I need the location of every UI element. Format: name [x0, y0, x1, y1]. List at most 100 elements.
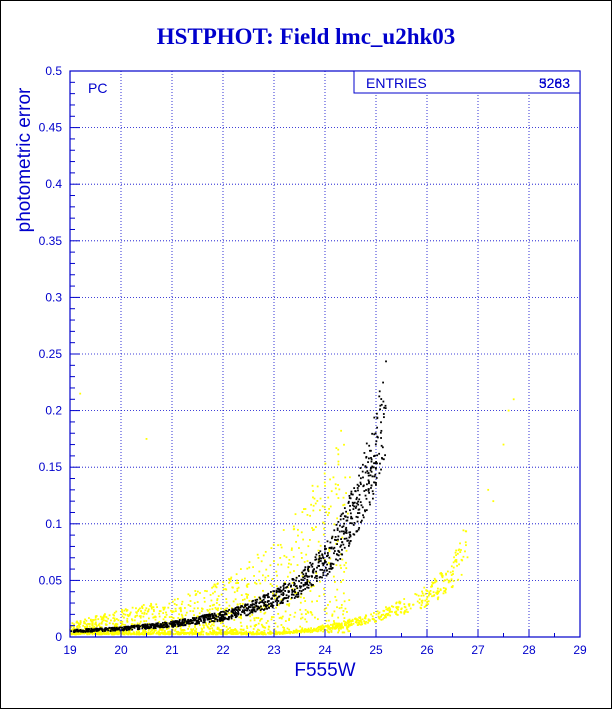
yellow-point — [262, 554, 265, 557]
yellow-point — [130, 632, 133, 635]
yellow-point — [345, 567, 348, 570]
yellow-point — [338, 623, 341, 626]
black-point — [333, 529, 336, 532]
yellow-point — [225, 607, 228, 610]
yellow-point — [104, 632, 107, 635]
black-point — [80, 629, 82, 632]
yellow-point — [225, 610, 228, 613]
yellow-point — [210, 631, 213, 634]
yellow-point — [96, 633, 99, 635]
black-point — [184, 618, 187, 621]
black-point — [354, 490, 357, 492]
yellow-point — [337, 448, 340, 451]
black-point — [107, 629, 110, 632]
yellow-point — [380, 615, 383, 618]
yellow-point — [206, 608, 209, 611]
yellow-point — [286, 603, 288, 606]
black-point — [265, 594, 268, 597]
yellow-point — [217, 595, 220, 597]
black-point — [174, 624, 177, 627]
yellow-point — [171, 628, 174, 631]
black-point — [196, 622, 199, 625]
black-point — [378, 395, 381, 398]
yellow-point — [502, 443, 505, 446]
yellow-point — [292, 631, 295, 634]
yellow-point — [206, 590, 208, 593]
black-point — [351, 504, 354, 507]
black-point — [242, 606, 245, 609]
black-point — [209, 616, 212, 618]
black-point — [198, 622, 200, 625]
yellow-point — [373, 612, 375, 614]
black-point — [167, 625, 170, 628]
black-point — [90, 627, 93, 630]
black-point — [361, 463, 364, 466]
yellow-point — [161, 629, 164, 631]
yellow-point — [144, 631, 147, 634]
yellow-point — [257, 628, 259, 631]
yellow-point — [434, 579, 437, 582]
black-point — [348, 542, 351, 545]
yellow-point — [239, 621, 242, 624]
yellow-point — [141, 605, 143, 608]
yellow-point — [124, 613, 127, 616]
yellow-point — [241, 599, 244, 601]
yellow-point — [168, 602, 171, 605]
black-point — [327, 554, 329, 557]
yellow-point — [97, 618, 100, 621]
yellow-point — [149, 630, 152, 633]
yellow-point — [323, 522, 326, 525]
black-point — [337, 549, 340, 552]
yellow-point — [240, 617, 243, 620]
yellow-point — [240, 614, 242, 617]
black-point — [297, 593, 300, 596]
black-point — [101, 630, 104, 633]
yellow-point — [90, 632, 93, 635]
yellow-point — [216, 598, 219, 600]
yellow-point — [194, 626, 196, 628]
yellow-point — [226, 614, 228, 617]
black-point — [317, 551, 320, 554]
yellow-point — [336, 517, 339, 520]
black-point — [328, 547, 331, 549]
black-point — [121, 626, 124, 629]
black-point — [324, 548, 326, 551]
black-point — [300, 582, 303, 584]
yellow-point — [297, 534, 299, 537]
yellow-point — [327, 561, 330, 564]
yellow-point — [185, 611, 188, 614]
yellow-point — [313, 528, 315, 531]
yellow-point — [452, 566, 455, 569]
yellow-point — [304, 629, 307, 632]
yellow-point — [259, 619, 261, 622]
yellow-point — [300, 557, 303, 559]
yellow-point — [343, 620, 345, 623]
yellow-point — [240, 594, 243, 597]
yellow-point — [272, 632, 275, 635]
yellow-point — [259, 618, 262, 621]
yellow-point — [154, 618, 157, 621]
yellow-point — [256, 633, 259, 635]
black-point — [248, 609, 251, 612]
yellow-point — [348, 599, 351, 602]
yellow-point — [108, 622, 111, 625]
black-point — [370, 456, 372, 459]
black-point — [333, 546, 336, 549]
yellow-point — [375, 620, 377, 623]
x-tick-label: 26 — [420, 643, 434, 657]
x-tick-label: 24 — [318, 643, 332, 657]
yellow-point — [246, 593, 249, 596]
yellow-point — [464, 550, 466, 553]
yellow-point — [452, 561, 455, 564]
black-point — [203, 619, 206, 622]
black-point — [321, 554, 324, 557]
black-point — [95, 630, 98, 632]
black-point — [332, 563, 335, 566]
yellow-point — [345, 549, 348, 552]
yellow-point — [311, 629, 314, 631]
black-point — [349, 540, 352, 543]
black-point — [301, 571, 304, 574]
yellow-point — [435, 580, 438, 583]
yellow-point — [236, 603, 239, 606]
yellow-point — [293, 615, 296, 618]
